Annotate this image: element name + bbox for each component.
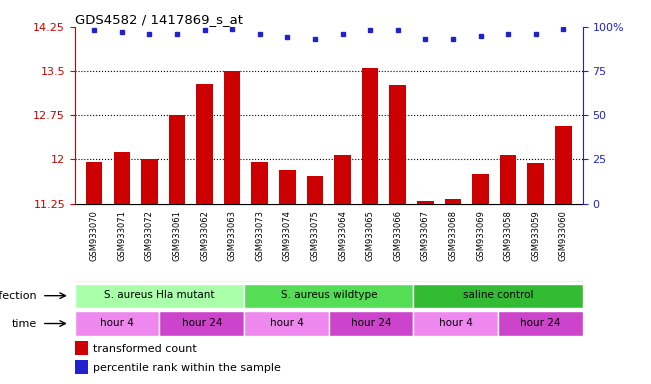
Text: hour 4: hour 4 (100, 318, 134, 328)
Bar (334, 155, 351, 204)
Bar (500, 155, 516, 204)
Bar (197, 84, 213, 204)
Text: hour 24: hour 24 (520, 318, 561, 328)
Text: GSM933065: GSM933065 (366, 210, 374, 261)
Text: percentile rank within the sample: percentile rank within the sample (92, 363, 281, 373)
Text: GDS4582 / 1417869_s_at: GDS4582 / 1417869_s_at (75, 13, 243, 26)
Bar (159, 311, 244, 336)
Text: GSM933059: GSM933059 (531, 210, 540, 261)
Text: GSM933066: GSM933066 (393, 210, 402, 261)
Bar (75, 283, 244, 308)
Text: hour 4: hour 4 (270, 318, 303, 328)
Text: GSM933062: GSM933062 (200, 210, 209, 261)
Bar (169, 115, 186, 204)
Text: GSM933058: GSM933058 (504, 210, 512, 261)
Bar (86, 162, 102, 204)
Bar (75, 360, 87, 374)
Text: saline control: saline control (463, 290, 533, 300)
Text: GSM933060: GSM933060 (559, 210, 568, 261)
Text: time: time (12, 318, 37, 329)
Text: S. aureus wildtype: S. aureus wildtype (281, 290, 377, 300)
Bar (413, 283, 583, 308)
Bar (75, 311, 159, 336)
Text: GSM933068: GSM933068 (449, 210, 458, 261)
Text: S. aureus Hla mutant: S. aureus Hla mutant (104, 290, 215, 300)
Bar (389, 84, 406, 204)
Bar (472, 174, 489, 204)
Bar (224, 71, 240, 204)
Bar (307, 176, 324, 204)
Bar (113, 152, 130, 204)
Bar (244, 311, 329, 336)
Text: GSM933063: GSM933063 (228, 210, 237, 261)
Text: GSM933071: GSM933071 (117, 210, 126, 261)
Text: GSM933073: GSM933073 (255, 210, 264, 261)
Bar (527, 164, 544, 204)
Text: GSM933070: GSM933070 (90, 210, 99, 261)
Bar (244, 283, 413, 308)
Text: GSM933074: GSM933074 (283, 210, 292, 261)
Text: GSM933067: GSM933067 (421, 210, 430, 261)
Text: GSM933069: GSM933069 (476, 210, 485, 261)
Text: GSM933064: GSM933064 (338, 210, 347, 261)
Text: GSM933075: GSM933075 (311, 210, 320, 261)
Text: GSM933072: GSM933072 (145, 210, 154, 261)
Text: transformed count: transformed count (92, 344, 197, 354)
Bar (141, 159, 158, 204)
Text: hour 24: hour 24 (351, 318, 391, 328)
Bar (413, 311, 498, 336)
Bar (362, 68, 378, 204)
Bar (498, 311, 583, 336)
Bar (329, 311, 413, 336)
Text: hour 24: hour 24 (182, 318, 222, 328)
Bar (279, 170, 296, 204)
Text: hour 4: hour 4 (439, 318, 473, 328)
Bar (75, 341, 87, 355)
Bar (555, 126, 572, 204)
Bar (445, 199, 461, 204)
Text: infection: infection (0, 291, 37, 301)
Text: GSM933061: GSM933061 (173, 210, 182, 261)
Bar (417, 200, 434, 204)
Bar (251, 162, 268, 204)
